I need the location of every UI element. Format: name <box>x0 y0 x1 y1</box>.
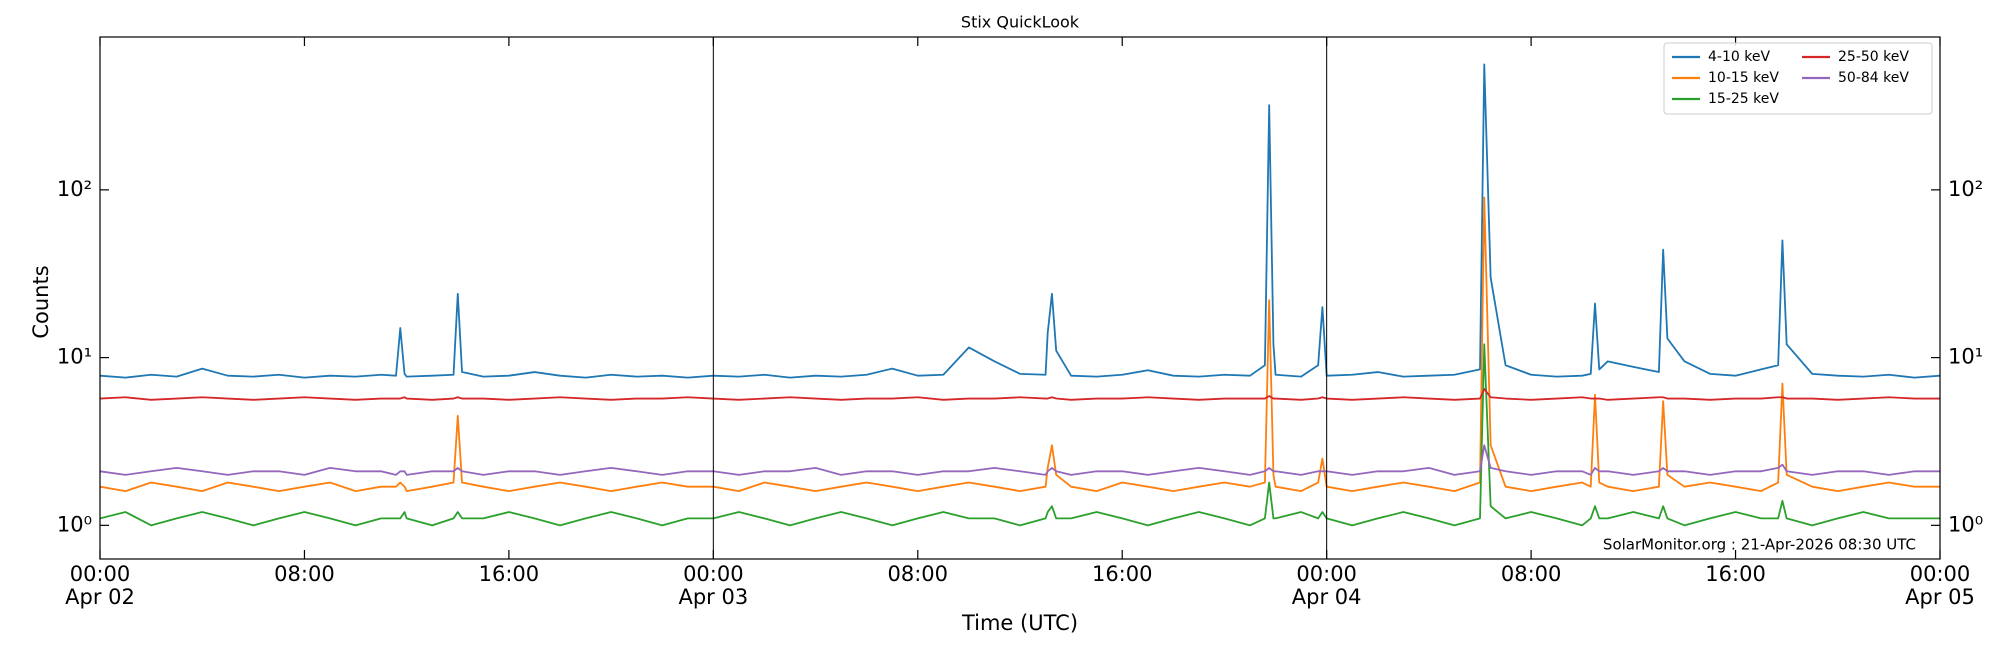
y-tick-label-right: 10⁰ <box>1948 512 1983 536</box>
legend-label: 15-25 keV <box>1708 91 1779 107</box>
annotation: SolarMonitor.org : 21-Apr-2026 08:30 UTC <box>1603 536 1916 554</box>
legend-label: 50-84 keV <box>1838 70 1909 86</box>
series-line <box>100 343 1940 527</box>
y-axis-label: Counts <box>29 265 53 338</box>
legend-label: 10-15 keV <box>1708 70 1779 86</box>
x-tick-label: 08:00 <box>274 562 335 586</box>
x-tick-label: 00:00 <box>1910 562 1971 586</box>
legend: 4-10 keV 10-15 keV 15-25 keV 25-50 keV 50-84… <box>1663 42 1933 115</box>
x-tick-label: 08:00 <box>888 562 949 586</box>
series-line <box>100 444 1940 476</box>
x-axis-label: Time (UTC) <box>961 611 1078 635</box>
x-tick-label: 16:00 <box>1705 562 1766 586</box>
x-tick-label: 08:00 <box>1501 562 1562 586</box>
series-line <box>100 63 1940 379</box>
x-tick-label: Apr 02 <box>65 585 135 609</box>
x-tick-label: Apr 04 <box>1292 585 1362 609</box>
plot-frame <box>99 36 1941 560</box>
y-tick-label-right: 10² <box>1948 177 1983 201</box>
plot-area <box>100 63 1940 527</box>
x-tick-label: 00:00 <box>1296 562 1357 586</box>
x-tick-label: 00:00 <box>70 562 131 586</box>
x-tick-label: 16:00 <box>479 562 540 586</box>
series-line <box>100 196 1940 492</box>
y-tick-label: 10¹ <box>57 345 92 369</box>
y-tick-label: 10² <box>57 177 92 201</box>
y-tick-label: 10⁰ <box>57 512 92 536</box>
chart-title: Stix QuickLook <box>961 13 1080 32</box>
series-line <box>100 388 1940 401</box>
x-tick-label: Apr 05 <box>1905 585 1975 609</box>
legend-label: 4-10 keV <box>1708 49 1770 65</box>
x-tick-label: Apr 03 <box>678 585 748 609</box>
x-tick-label: 16:00 <box>1092 562 1153 586</box>
x-tick-label: 00:00 <box>683 562 744 586</box>
y-tick-label-right: 10¹ <box>1948 345 1983 369</box>
legend-box <box>1663 42 1933 115</box>
legend-label: 25-50 keV <box>1838 49 1909 65</box>
